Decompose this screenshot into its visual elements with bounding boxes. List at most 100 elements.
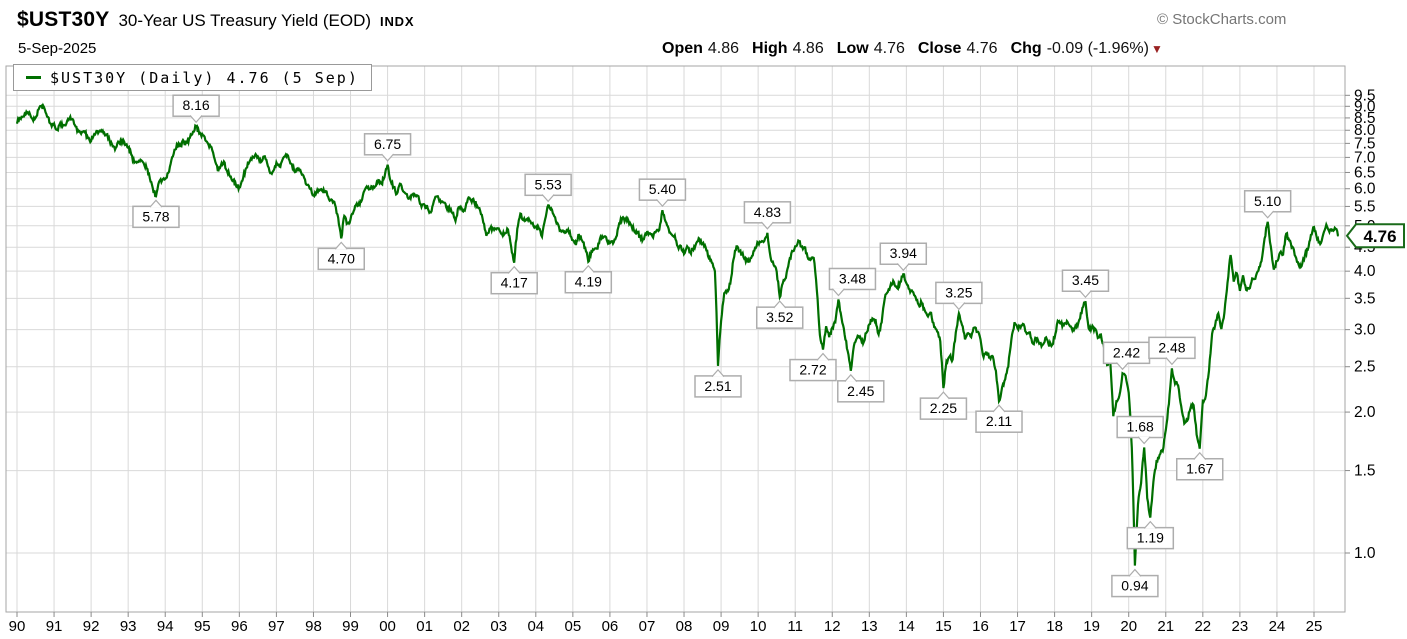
svg-text:08: 08 — [676, 618, 693, 635]
svg-text:17: 17 — [1009, 618, 1026, 635]
svg-text:03: 03 — [490, 618, 507, 635]
quote-open: Open 4.86 — [662, 40, 739, 58]
svg-text:3.5: 3.5 — [1354, 290, 1376, 307]
ohlc-quote-row: Open 4.86 High 4.86 Low 4.76 Close 4.76 Chg -… — [662, 40, 1163, 58]
low-label: Low — [836, 40, 869, 57]
svg-text:3.25: 3.25 — [945, 284, 972, 300]
svg-text:98: 98 — [305, 618, 322, 635]
svg-text:6.5: 6.5 — [1354, 164, 1376, 181]
close-value: 4.76 — [966, 40, 998, 57]
svg-text:4.83: 4.83 — [754, 204, 781, 220]
copyright-label: © StockCharts.com — [1157, 11, 1287, 28]
svg-text:7.5: 7.5 — [1354, 135, 1376, 152]
svg-text:3.45: 3.45 — [1072, 272, 1099, 288]
svg-text:23: 23 — [1232, 618, 1249, 635]
svg-text:15: 15 — [935, 618, 952, 635]
svg-text:99: 99 — [342, 618, 359, 635]
svg-text:96: 96 — [231, 618, 248, 635]
quote-close: Close 4.76 — [918, 40, 998, 58]
open-value: 4.86 — [707, 40, 740, 57]
svg-text:5.78: 5.78 — [142, 208, 169, 224]
svg-text:1.5: 1.5 — [1354, 463, 1376, 480]
svg-text:22: 22 — [1194, 618, 1211, 635]
svg-text:0.94: 0.94 — [1121, 578, 1148, 594]
svg-text:2.11: 2.11 — [986, 413, 1012, 429]
svg-text:7.0: 7.0 — [1354, 149, 1376, 166]
svg-text:5.40: 5.40 — [649, 181, 676, 197]
svg-text:8.16: 8.16 — [182, 97, 209, 113]
svg-text:90: 90 — [9, 618, 26, 635]
svg-text:9.0: 9.0 — [1354, 98, 1376, 115]
svg-text:21: 21 — [1157, 618, 1174, 635]
quote-low: Low 4.76 — [837, 40, 905, 58]
svg-text:4.0: 4.0 — [1354, 263, 1376, 280]
ticker-symbol: $UST30Y — [17, 8, 110, 31]
svg-text:07: 07 — [639, 618, 656, 635]
svg-text:1.67: 1.67 — [1186, 461, 1213, 477]
svg-text:00: 00 — [379, 618, 396, 635]
svg-text:2.0: 2.0 — [1354, 404, 1376, 421]
svg-text:19: 19 — [1083, 618, 1100, 635]
quote-high: High 4.86 — [752, 40, 824, 58]
svg-text:8.0: 8.0 — [1354, 122, 1376, 139]
change-value: -0.09 (-1.96%) — [1046, 40, 1149, 57]
svg-text:04: 04 — [527, 618, 544, 635]
close-label: Close — [917, 40, 962, 57]
svg-text:5.53: 5.53 — [535, 176, 562, 192]
svg-text:25: 25 — [1306, 618, 1323, 635]
svg-text:5.5: 5.5 — [1354, 198, 1376, 215]
svg-text:6.0: 6.0 — [1354, 181, 1376, 198]
svg-text:5.10: 5.10 — [1254, 193, 1281, 209]
svg-text:4.76: 4.76 — [1363, 227, 1396, 246]
quote-change: Chg -0.09 (-1.96%) ▼ — [1011, 40, 1163, 58]
change-label: Chg — [1010, 40, 1042, 57]
svg-text:2.5: 2.5 — [1354, 359, 1376, 376]
svg-text:93: 93 — [120, 618, 137, 635]
svg-text:06: 06 — [602, 618, 619, 635]
instrument-name: 30-Year US Treasury Yield (EOD) — [118, 11, 372, 30]
svg-text:97: 97 — [268, 618, 285, 635]
svg-text:14: 14 — [898, 618, 915, 635]
svg-text:2.45: 2.45 — [847, 383, 874, 399]
svg-text:10: 10 — [750, 618, 767, 635]
high-label: High — [752, 40, 788, 57]
chart-date: 5-Sep-2025 — [18, 40, 97, 57]
svg-text:13: 13 — [861, 618, 878, 635]
high-value: 4.86 — [792, 40, 824, 57]
svg-text:2.72: 2.72 — [799, 362, 826, 378]
svg-text:01: 01 — [416, 618, 433, 635]
svg-text:1.68: 1.68 — [1127, 419, 1154, 435]
exchange-label: INDX — [380, 14, 415, 29]
svg-text:20: 20 — [1120, 618, 1137, 635]
svg-text:9.5: 9.5 — [1354, 87, 1376, 104]
svg-text:24: 24 — [1269, 618, 1286, 635]
svg-text:11: 11 — [787, 618, 803, 635]
chart-title: $UST30Y 30-Year US Treasury Yield (EOD) … — [17, 8, 414, 32]
svg-text:94: 94 — [157, 618, 174, 635]
legend-text: $UST30Y (Daily) 4.76 (5 Sep) — [50, 68, 359, 87]
legend-line-swatch-icon — [26, 76, 41, 79]
svg-text:18: 18 — [1046, 618, 1063, 635]
svg-text:3.48: 3.48 — [839, 270, 866, 286]
svg-text:4.17: 4.17 — [501, 275, 528, 291]
svg-text:2.42: 2.42 — [1113, 344, 1140, 360]
svg-text:09: 09 — [713, 618, 730, 635]
svg-text:4.19: 4.19 — [575, 274, 602, 290]
svg-text:3.0: 3.0 — [1354, 322, 1376, 339]
svg-text:1.0: 1.0 — [1354, 545, 1376, 562]
svg-text:1.19: 1.19 — [1137, 530, 1164, 546]
svg-text:05: 05 — [565, 618, 582, 635]
chart-legend: $UST30Y (Daily) 4.76 (5 Sep) — [13, 64, 372, 91]
svg-text:3.94: 3.94 — [890, 245, 917, 261]
svg-text:4.70: 4.70 — [328, 250, 355, 266]
svg-text:95: 95 — [194, 618, 211, 635]
svg-text:2.51: 2.51 — [704, 378, 731, 394]
open-label: Open — [662, 40, 703, 57]
svg-text:12: 12 — [824, 618, 841, 635]
svg-text:92: 92 — [83, 618, 100, 635]
svg-text:6.75: 6.75 — [374, 136, 401, 152]
low-value: 4.76 — [873, 40, 905, 57]
svg-text:2.25: 2.25 — [930, 400, 957, 416]
svg-text:91: 91 — [46, 618, 63, 635]
